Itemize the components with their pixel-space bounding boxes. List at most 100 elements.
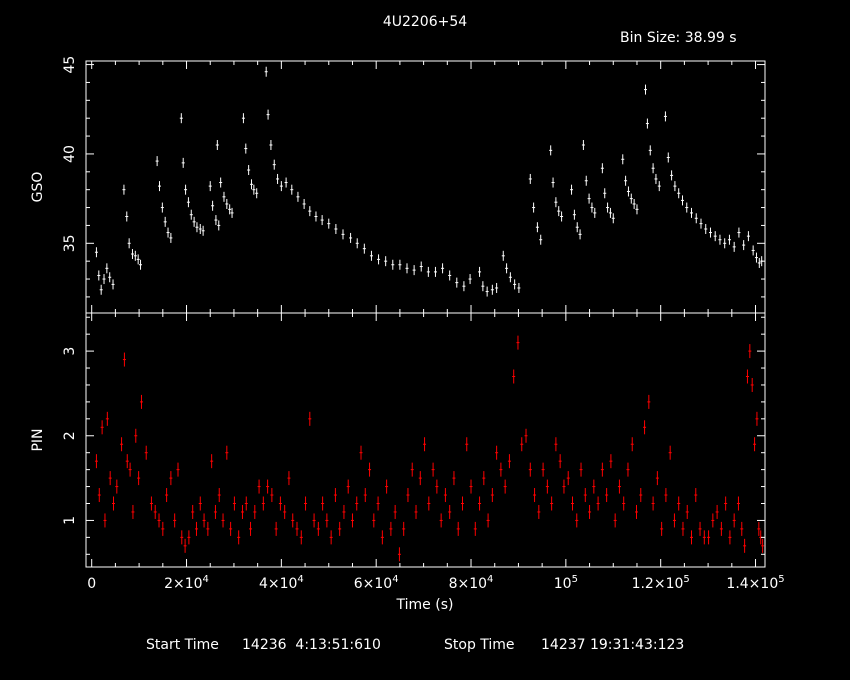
pin-point-67 <box>350 513 354 528</box>
gso-point-2 <box>99 284 103 295</box>
gso-point-109 <box>606 202 610 213</box>
pin-point-105 <box>512 369 516 384</box>
y-tick-labels: 35 40 45 1 2 3 <box>62 56 78 525</box>
pin-point-145 <box>681 521 685 536</box>
pin-panel-frame <box>85 312 766 568</box>
gso-point-139 <box>727 234 731 245</box>
gso-point-44 <box>255 188 259 199</box>
gso-point-1 <box>97 270 101 281</box>
pin-point-86 <box>431 462 435 477</box>
pin-point-147 <box>690 530 694 545</box>
gso-point-16 <box>160 202 164 213</box>
gso-point-29 <box>208 181 212 192</box>
pin-point-15 <box>139 394 143 409</box>
gso-point-110 <box>608 207 612 218</box>
pin-point-168 <box>761 538 765 553</box>
pin-series <box>94 335 765 562</box>
pin-point-74 <box>380 530 384 545</box>
pin-point-160 <box>743 538 747 553</box>
pin-point-45 <box>257 479 261 494</box>
gso-point-129 <box>680 195 684 206</box>
gso-point-72 <box>426 266 430 277</box>
gso-point-117 <box>635 204 639 215</box>
gso-point-21 <box>181 157 185 168</box>
pin-point-33 <box>210 454 214 469</box>
x-tick-label-5: 105 <box>554 574 578 592</box>
gso-point-46 <box>266 109 270 120</box>
pin-point-127 <box>605 488 609 503</box>
pin-point-48 <box>270 488 274 503</box>
gso-point-51 <box>284 177 288 188</box>
pin-point-4 <box>105 411 109 426</box>
pin-point-55 <box>299 530 303 545</box>
chart-title: 4U2206+54 <box>382 14 468 30</box>
gso-point-79 <box>478 266 482 277</box>
pin-point-32 <box>206 521 210 536</box>
gso-point-127 <box>673 181 677 192</box>
pin-point-43 <box>249 521 253 536</box>
gso-point-3 <box>102 274 106 285</box>
gso-point-5 <box>108 272 112 283</box>
pin-point-64 <box>338 521 342 536</box>
x-axis-label: Time (s) <box>396 597 454 613</box>
pin-point-150 <box>702 530 706 545</box>
gso-point-52 <box>290 184 294 195</box>
pin-point-65 <box>342 504 346 519</box>
gso-point-20 <box>179 113 183 124</box>
pin-point-36 <box>221 513 225 528</box>
pin-point-14 <box>137 471 141 486</box>
pin-point-60 <box>321 496 325 511</box>
gso-point-8 <box>125 211 129 222</box>
gso-point-6 <box>111 279 115 290</box>
gso-point-30 <box>211 200 215 211</box>
pin-point-85 <box>427 496 431 511</box>
gso-point-59 <box>334 224 338 234</box>
pin-point-149 <box>698 521 702 536</box>
gso-point-78 <box>468 274 472 285</box>
gso-point-116 <box>632 198 636 209</box>
pin-point-20 <box>161 521 165 536</box>
gso-point-60 <box>341 229 345 240</box>
gso-point-105 <box>590 202 594 213</box>
pin-point-101 <box>495 445 499 460</box>
gso-point-4 <box>105 263 109 274</box>
x-tick-label-0: 0 <box>87 576 96 592</box>
pin-point-56 <box>304 496 308 511</box>
gso-point-75 <box>448 270 452 281</box>
pin-point-99 <box>486 513 490 528</box>
gso-point-93 <box>549 145 553 156</box>
gso-point-85 <box>505 263 509 274</box>
pin-point-46 <box>261 496 265 511</box>
pin-point-5 <box>108 471 112 486</box>
pin-point-21 <box>165 488 169 503</box>
pin-point-84 <box>423 437 427 452</box>
gso-point-65 <box>377 254 381 265</box>
gso-point-76 <box>455 277 459 288</box>
gso-point-101 <box>578 229 582 240</box>
pin-point-88 <box>439 513 443 528</box>
pin-point-83 <box>418 471 422 486</box>
pin-point-106 <box>516 335 520 350</box>
gso-point-70 <box>412 265 416 276</box>
pin-point-110 <box>533 488 537 503</box>
gso-point-48 <box>272 159 276 170</box>
pin-point-94 <box>465 437 469 452</box>
pin-point-129 <box>613 513 617 528</box>
gso-point-71 <box>419 261 423 272</box>
pin-point-30 <box>198 496 202 511</box>
pin-point-122 <box>583 488 587 503</box>
pin-point-146 <box>685 504 689 519</box>
gso-point-62 <box>355 238 359 249</box>
pin-point-42 <box>244 496 248 511</box>
gso-point-69 <box>405 263 409 274</box>
pin-point-112 <box>541 462 545 477</box>
pin-point-90 <box>448 504 452 519</box>
pin-point-73 <box>376 496 380 511</box>
gso-point-87 <box>513 279 517 290</box>
pin-point-9 <box>122 352 126 367</box>
pin-point-163 <box>750 377 754 392</box>
gso-point-89 <box>528 173 532 184</box>
pin-point-81 <box>410 462 414 477</box>
pin-point-54 <box>295 521 299 536</box>
gso-point-41 <box>247 165 251 176</box>
